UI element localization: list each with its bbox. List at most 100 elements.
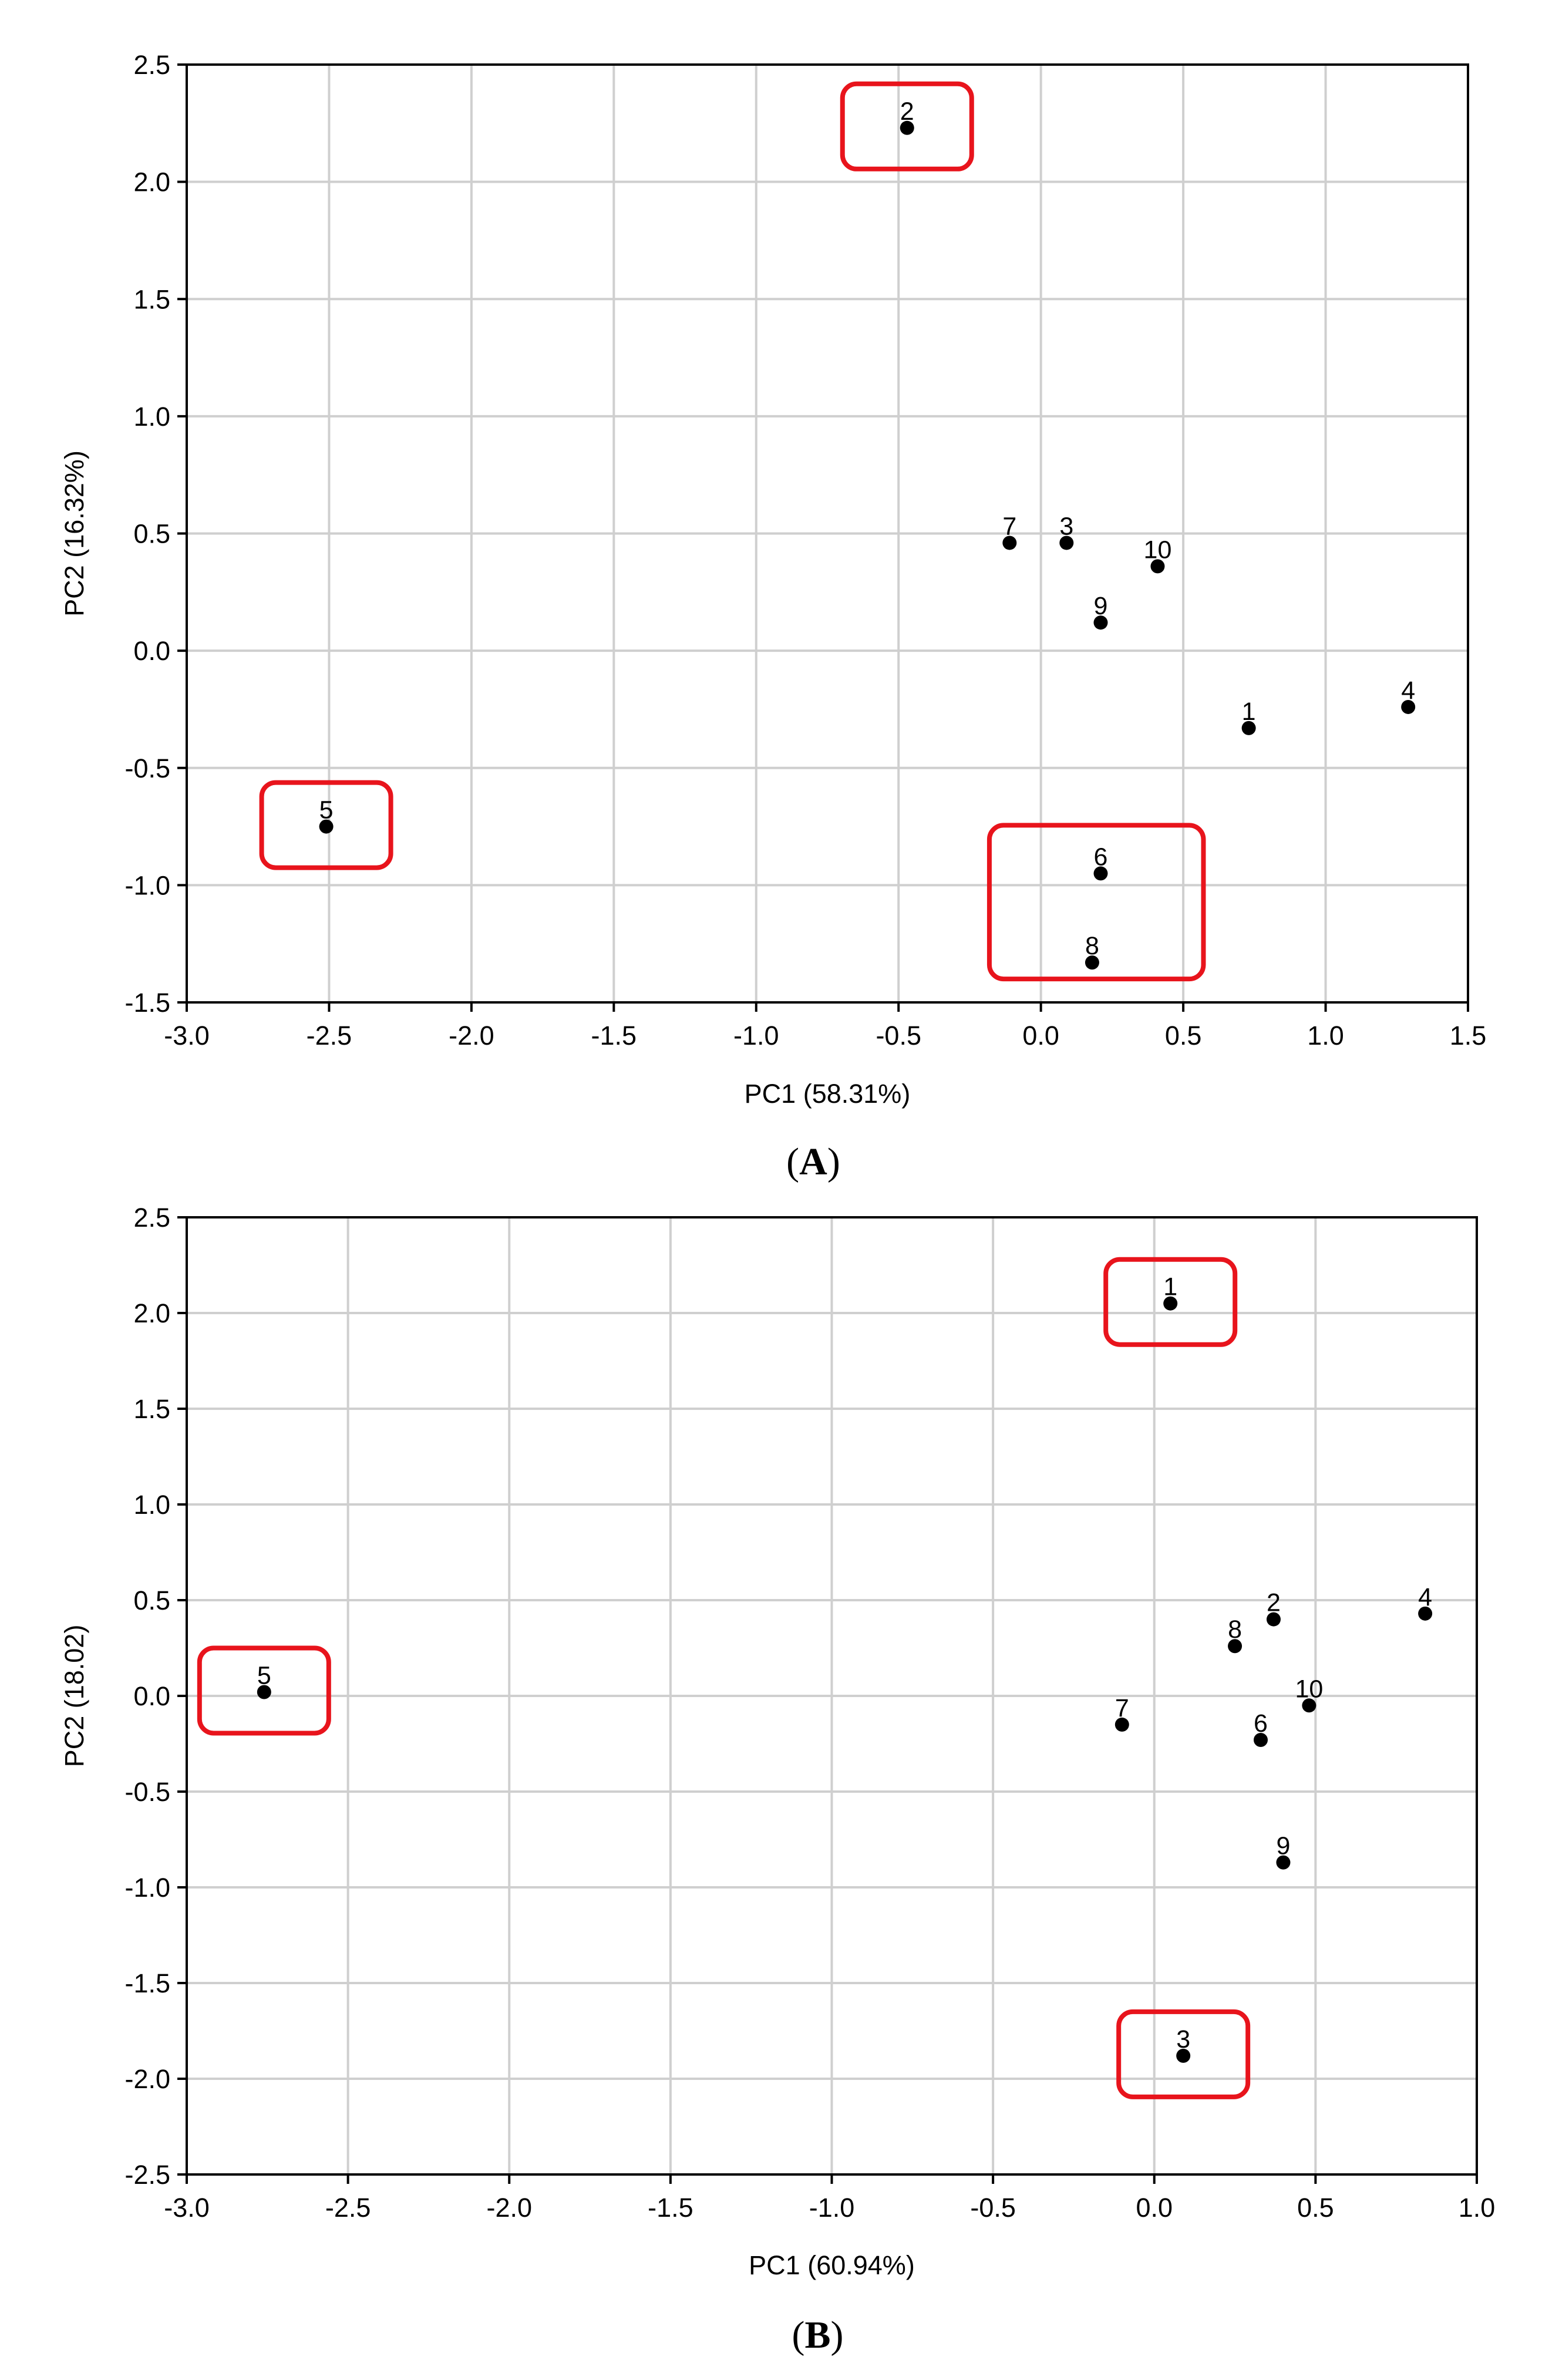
y-axis-title: PC2 (16.32%) [59, 450, 89, 617]
y-tick-label: -1.5 [124, 988, 170, 1018]
point-label-1: 1 [1242, 698, 1256, 726]
y-tick-label: -0.5 [124, 753, 170, 783]
point-label-4: 4 [1401, 676, 1415, 705]
caption-letter: B [804, 2314, 830, 2357]
data-point-7 [1002, 536, 1017, 550]
highlight-box [1116, 2009, 1251, 2099]
x-tick-label: 0.0 [1136, 2193, 1173, 2223]
data-point-6 [1254, 1732, 1268, 1747]
x-tick-label: -2.0 [486, 2193, 532, 2223]
y-tick-label: -1.0 [124, 870, 170, 900]
point-label-10: 10 [1295, 1675, 1323, 1703]
point-label-4: 4 [1418, 1583, 1432, 1611]
data-point-8 [1085, 955, 1099, 970]
data-point-4 [1401, 699, 1416, 714]
point-label-6: 6 [1094, 843, 1108, 871]
x-tick-label: 0.5 [1297, 2193, 1334, 2223]
data-point-3 [1059, 536, 1074, 550]
caption-paren: ) [831, 2314, 844, 2357]
point-label-3: 3 [1176, 2025, 1190, 2054]
point-label-8: 8 [1228, 1615, 1242, 1644]
x-tick-label: -1.0 [809, 2193, 855, 2223]
highlight-box [259, 780, 393, 870]
point-label-10: 10 [1144, 536, 1172, 564]
point-label-2: 2 [900, 97, 914, 126]
x-tick-label: -0.5 [876, 1021, 921, 1051]
y-tick-label: 1.0 [133, 1490, 170, 1520]
x-tick-label: 0.0 [1022, 1021, 1059, 1051]
x-tick-label: -1.5 [591, 1021, 637, 1051]
y-tick-label: 0.0 [133, 1681, 170, 1711]
point-label-9: 9 [1276, 1832, 1290, 1860]
figure-caption: (B) [792, 2314, 844, 2357]
caption-letter: A [799, 1140, 827, 1183]
data-point-4 [1418, 1606, 1433, 1621]
data-point-5 [257, 1685, 271, 1699]
y-tick-label: 0.5 [133, 1585, 170, 1615]
data-point-2 [1266, 1612, 1281, 1627]
caption-paren: ) [827, 1140, 840, 1183]
x-tick-label: 1.0 [1307, 1021, 1344, 1051]
figure-caption: (A) [786, 1140, 840, 1183]
data-point-1 [1241, 721, 1256, 735]
highlight-box [1103, 1257, 1238, 1347]
y-tick-label: 0.0 [133, 636, 170, 666]
highlight-box [840, 81, 974, 171]
point-label-7: 7 [1002, 512, 1016, 540]
x-tick-label: -2.5 [325, 2193, 371, 2223]
x-axis-title: PC1 (58.31%) [745, 1079, 911, 1109]
x-tick-label: -1.5 [648, 2193, 693, 2223]
point-label-7: 7 [1115, 1694, 1129, 1722]
chart-b: -3.0 -2.5 -2.0 -1.5 -1.0 -0.5 0.0 0.5 1.0-2.5-2.… [59, 1203, 1495, 2357]
y-tick-label: -0.5 [124, 1777, 170, 1807]
data-point-10 [1302, 1698, 1316, 1713]
y-tick-label: 0.5 [133, 519, 170, 549]
x-tick-label: -2.5 [307, 1021, 352, 1051]
y-tick-label: 1.5 [133, 284, 170, 314]
data-point-10 [1150, 559, 1165, 574]
data-point-5 [319, 819, 334, 834]
y-tick-label: -2.5 [124, 2160, 170, 2190]
caption-paren: ( [792, 2314, 805, 2357]
y-tick-label: 1.0 [133, 402, 170, 432]
y-tick-label: 1.5 [133, 1394, 170, 1424]
data-point-9 [1276, 1855, 1291, 1870]
y-tick-label: -1.0 [124, 1873, 170, 1903]
y-tick-label: 2.5 [133, 1203, 170, 1233]
y-tick-label: 2.0 [133, 167, 170, 197]
y-tick-label: -1.5 [124, 1968, 170, 1998]
y-tick-label: 2.0 [133, 1298, 170, 1328]
chart-a: -3.0 -2.5 -2.0 -1.5 -1.0 -0.5 0.0 0.5 1.0 1.5 -1.5… [59, 50, 1486, 1183]
data-point-1 [1163, 1296, 1178, 1311]
data-point-8 [1228, 1639, 1243, 1654]
data-point-3 [1176, 2048, 1191, 2063]
x-tick-label: -0.5 [970, 2193, 1016, 2223]
highlight-box [197, 1645, 331, 1736]
point-label-5: 5 [257, 1661, 271, 1689]
data-point-6 [1093, 866, 1108, 881]
x-tick-label: -2.0 [449, 1021, 494, 1051]
point-label-6: 6 [1254, 1709, 1268, 1738]
point-label-1: 1 [1163, 1273, 1177, 1301]
point-label-2: 2 [1267, 1589, 1281, 1617]
x-tick-label: -3.0 [164, 2193, 210, 2223]
x-tick-label: 1.0 [1459, 2193, 1496, 2223]
x-tick-label: -3.0 [164, 1021, 210, 1051]
data-point-7 [1114, 1717, 1129, 1732]
y-axis-title: PC2 (18.02) [59, 1625, 89, 1768]
caption-paren: ( [786, 1140, 799, 1183]
point-label-8: 8 [1085, 932, 1099, 960]
y-tick-label: 2.5 [133, 50, 170, 80]
x-tick-label: -1.0 [733, 1021, 779, 1051]
x-axis-title: PC1 (60.94%) [749, 2250, 915, 2280]
data-point-2 [900, 120, 914, 135]
x-tick-label: 0.5 [1165, 1021, 1202, 1051]
point-label-3: 3 [1059, 512, 1073, 540]
y-tick-label: -2.0 [124, 2064, 170, 2094]
point-label-5: 5 [319, 796, 334, 824]
data-point-9 [1093, 615, 1108, 630]
x-tick-label: 1.5 [1450, 1021, 1487, 1051]
point-label-9: 9 [1094, 592, 1108, 620]
highlight-box [986, 823, 1206, 982]
